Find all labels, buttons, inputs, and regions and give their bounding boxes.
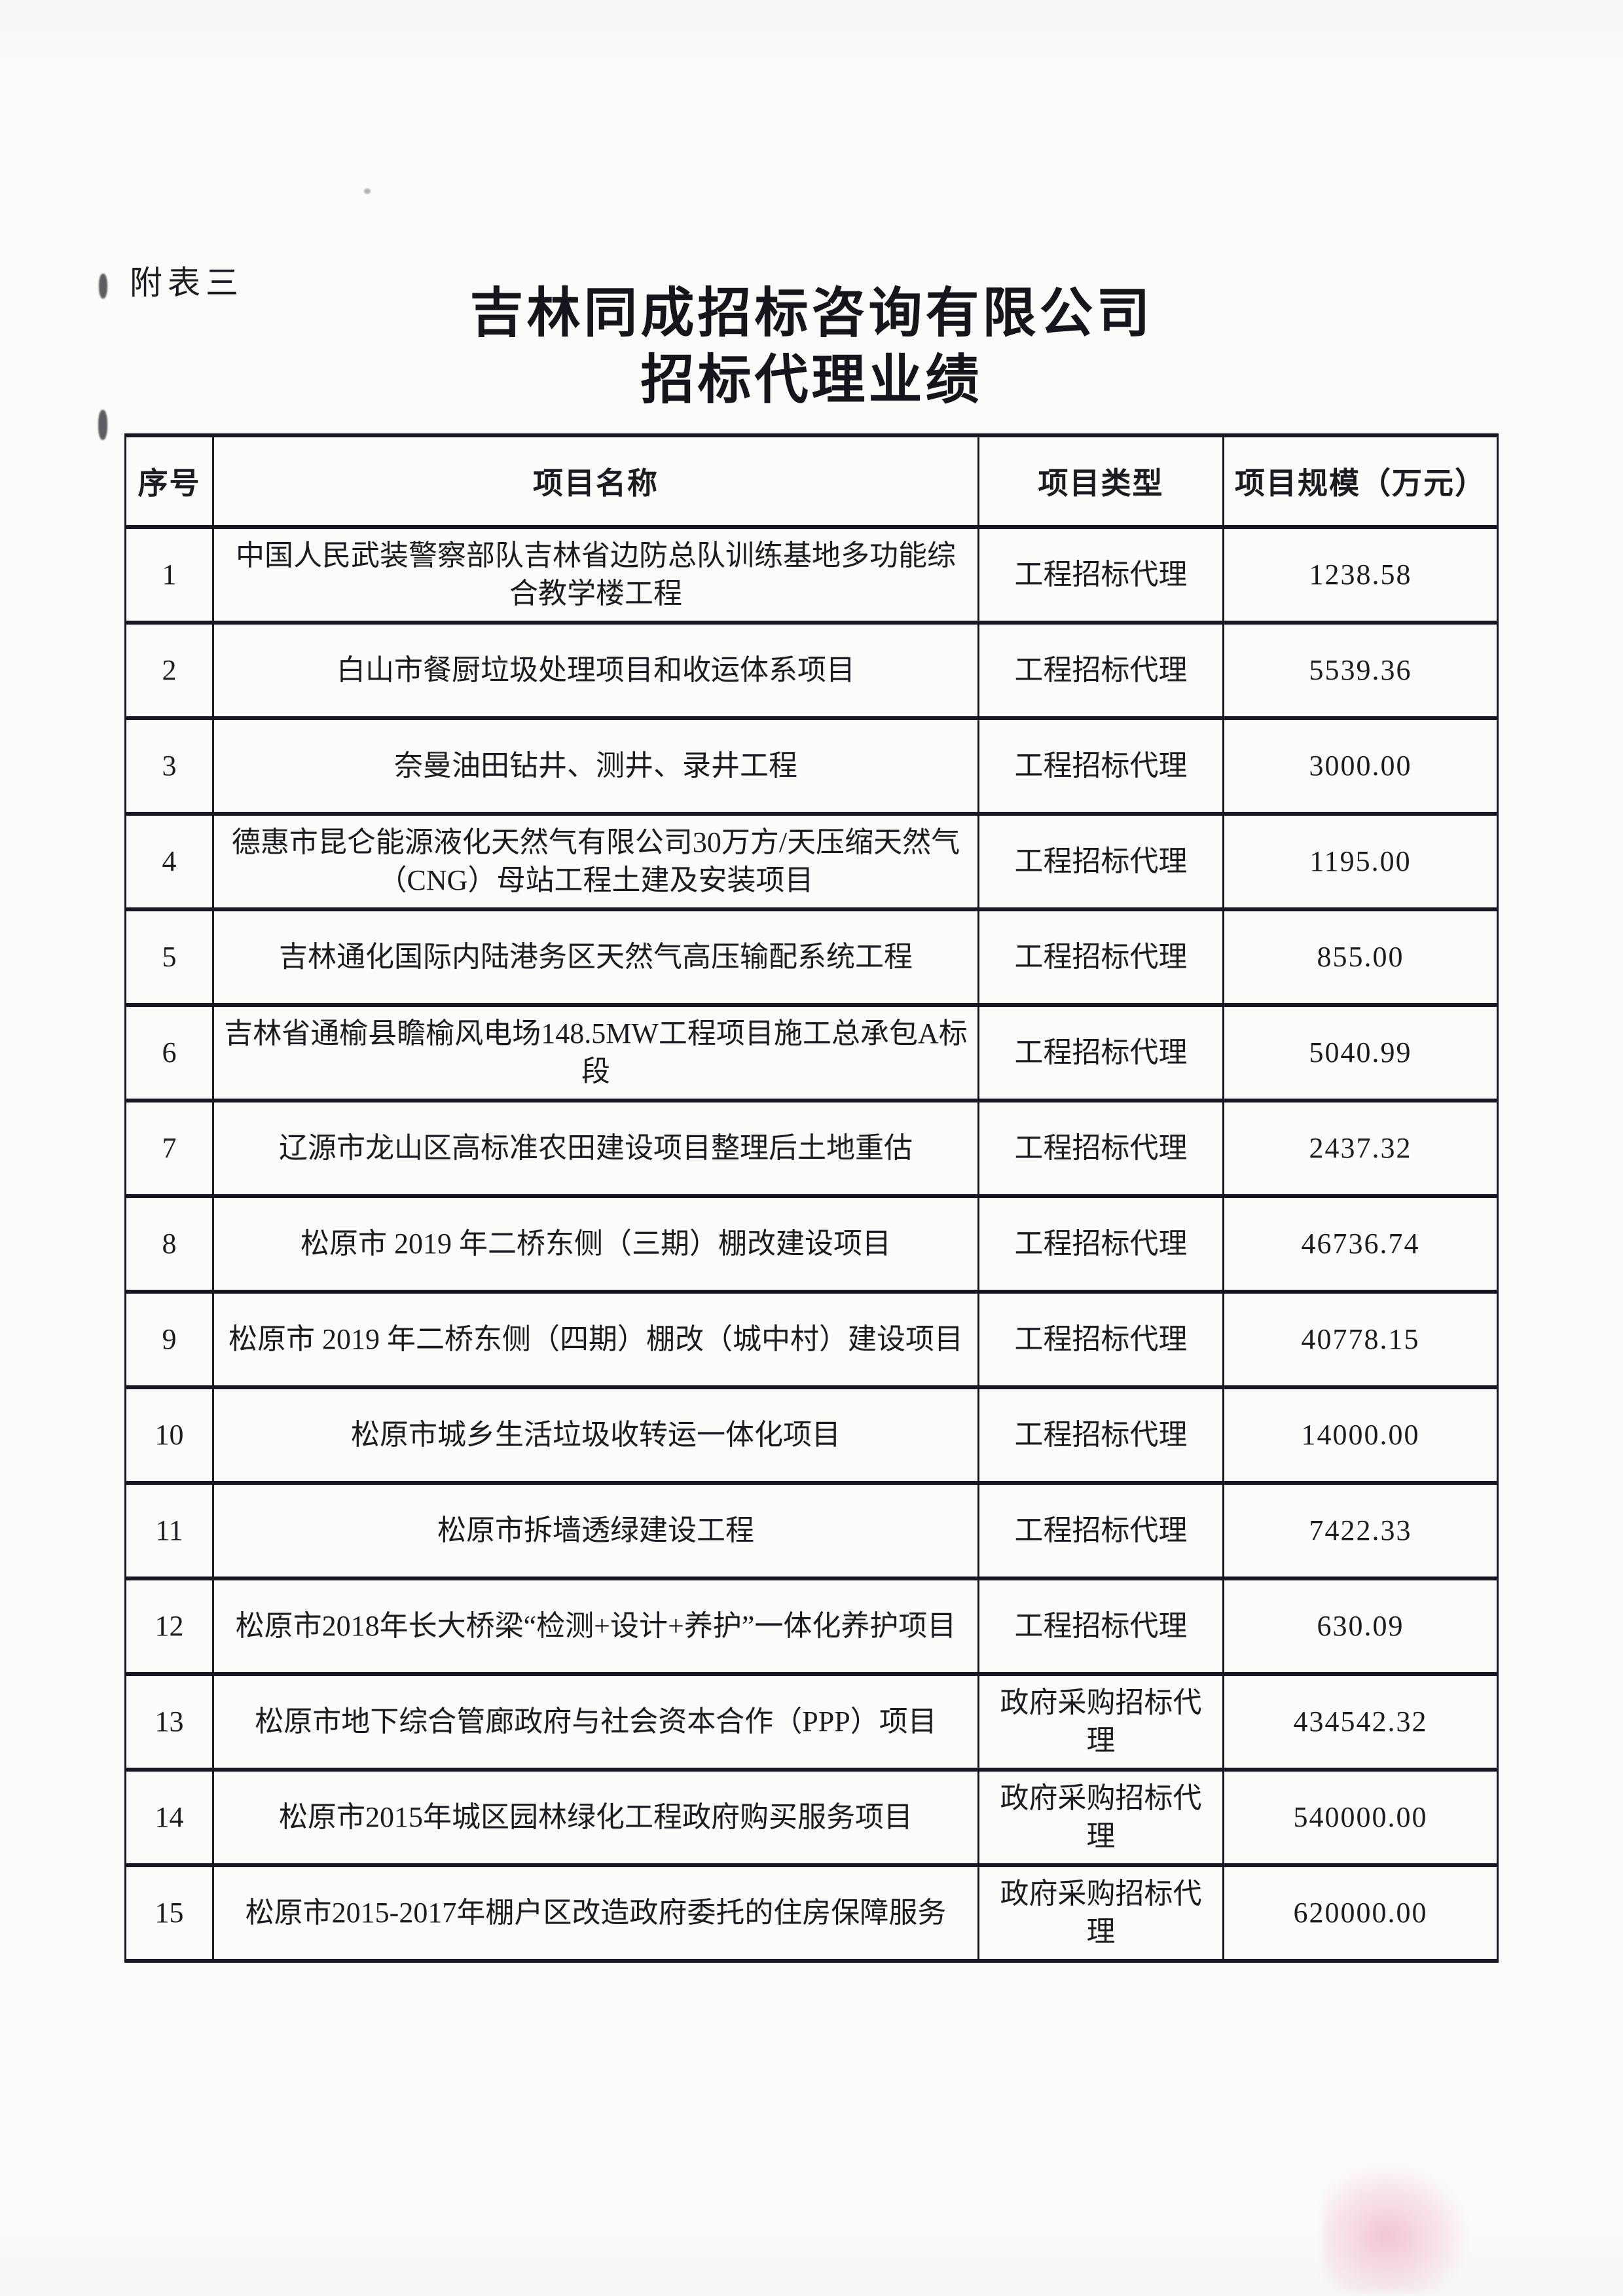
cell-project-type: 工程招标代理 <box>977 1385 1224 1485</box>
cell-no: 15 <box>124 1863 214 1963</box>
cell-no: 8 <box>124 1194 214 1294</box>
cell-project-name: 松原市地下综合管廊政府与社会资本合作（PPP）项目 <box>212 1672 979 1772</box>
cell-project-name: 白山市餐厨垃圾处理项目和收运体系项目 <box>212 621 979 720</box>
cell-project-scale: 1195.00 <box>1222 812 1499 911</box>
header-project-name: 项目名称 <box>212 433 979 529</box>
table-row: 5 吉林通化国际内陆港务区天然气高压输配系统工程 工程招标代理 855.00 <box>124 907 1499 1007</box>
cell-project-name: 德惠市昆仑能源液化天然气有限公司30万方/天压缩天然气（CNG）母站工程土建及安… <box>212 812 979 911</box>
cell-no: 10 <box>124 1385 214 1485</box>
table-header: 序号 项目名称 项目类型 项目规模（万元） <box>124 433 1499 529</box>
cell-no: 14 <box>124 1768 214 1867</box>
cell-project-scale: 540000.00 <box>1222 1768 1499 1867</box>
cell-project-type: 政府采购招标代理 <box>977 1863 1224 1963</box>
table-row: 13 松原市地下综合管廊政府与社会资本合作（PPP）项目 政府采购招标代理 43… <box>124 1672 1499 1772</box>
header-project-scale: 项目规模（万元） <box>1222 433 1499 529</box>
header-no: 序号 <box>124 433 214 529</box>
cell-project-scale: 434542.32 <box>1222 1672 1499 1772</box>
table-body: 1 中国人民武装警察部队吉林省边防总队训练基地多功能综合教学楼工程 工程招标代理… <box>124 525 1499 1963</box>
table-row: 10 松原市城乡生活垃圾收转运一体化项目 工程招标代理 14000.00 <box>124 1385 1499 1485</box>
table-row: 2 白山市餐厨垃圾处理项目和收运体系项目 工程招标代理 5539.36 <box>124 621 1499 720</box>
attachment-label: 附表三 <box>130 264 244 301</box>
ink-speck <box>98 410 107 440</box>
cell-no: 11 <box>124 1481 214 1580</box>
cell-project-scale: 5539.36 <box>1222 621 1499 720</box>
stamp-smudge <box>1322 2167 1467 2291</box>
cell-project-type: 政府采购招标代理 <box>977 1672 1224 1772</box>
cell-project-scale: 620000.00 <box>1222 1863 1499 1963</box>
cell-no: 6 <box>124 1003 214 1102</box>
cell-project-type: 工程招标代理 <box>977 907 1224 1007</box>
cell-project-name: 辽源市龙山区高标准农田建设项目整理后土地重估 <box>212 1099 979 1198</box>
cell-project-type: 工程招标代理 <box>977 525 1224 625</box>
title-line-2: 招标代理业绩 <box>640 350 983 410</box>
table-row: 12 松原市2018年长大桥梁“检测+设计+养护”一体化养护项目 工程招标代理 … <box>124 1576 1499 1676</box>
cell-no: 4 <box>124 812 214 911</box>
document-title: 吉林同成招标咨询有限公司 招标代理业绩 <box>0 280 1623 414</box>
cell-project-scale: 14000.00 <box>1222 1385 1499 1485</box>
cell-project-scale: 630.09 <box>1222 1576 1499 1676</box>
cell-project-type: 工程招标代理 <box>977 1576 1224 1676</box>
cell-no: 12 <box>124 1576 214 1676</box>
cell-no: 1 <box>124 525 214 625</box>
table-row: 4 德惠市昆仑能源液化天然气有限公司30万方/天压缩天然气（CNG）母站工程土建… <box>124 812 1499 911</box>
cell-project-scale: 7422.33 <box>1222 1481 1499 1580</box>
table-row: 6 吉林省通榆县瞻榆风电场148.5MW工程项目施工总承包A标段 工程招标代理 … <box>124 1003 1499 1102</box>
cell-no: 3 <box>124 716 214 816</box>
table-row: 15 松原市2015-2017年棚户区改造政府委托的住房保障服务 政府采购招标代… <box>124 1863 1499 1963</box>
table-row: 11 松原市拆墙透绿建设工程 工程招标代理 7422.33 <box>124 1481 1499 1580</box>
cell-project-type: 工程招标代理 <box>977 621 1224 720</box>
cell-project-scale: 855.00 <box>1222 907 1499 1007</box>
cell-project-name: 松原市2015年城区园林绿化工程政府购买服务项目 <box>212 1768 979 1867</box>
cell-no: 13 <box>124 1672 214 1772</box>
cell-project-name: 松原市拆墙透绿建设工程 <box>212 1481 979 1580</box>
cell-project-type: 工程招标代理 <box>977 1481 1224 1580</box>
cell-project-type: 工程招标代理 <box>977 812 1224 911</box>
cell-project-type: 工程招标代理 <box>977 1290 1224 1389</box>
cell-project-name: 奈曼油田钻井、测井、录井工程 <box>212 716 979 816</box>
ink-speck <box>99 274 107 299</box>
ink-speck <box>364 189 371 194</box>
header-project-type: 项目类型 <box>977 433 1224 529</box>
header-row: 序号 项目名称 项目类型 项目规模（万元） <box>124 433 1499 529</box>
cell-no: 5 <box>124 907 214 1007</box>
cell-project-name: 松原市 2019 年二桥东侧（三期）棚改建设项目 <box>212 1194 979 1294</box>
cell-project-name: 中国人民武装警察部队吉林省边防总队训练基地多功能综合教学楼工程 <box>212 525 979 625</box>
cell-project-name: 松原市城乡生活垃圾收转运一体化项目 <box>212 1385 979 1485</box>
cell-project-scale: 46736.74 <box>1222 1194 1499 1294</box>
cell-project-scale: 2437.32 <box>1222 1099 1499 1198</box>
table-row: 3 奈曼油田钻井、测井、录井工程 工程招标代理 3000.00 <box>124 716 1499 816</box>
cell-no: 7 <box>124 1099 214 1198</box>
table-row: 14 松原市2015年城区园林绿化工程政府购买服务项目 政府采购招标代理 540… <box>124 1768 1499 1867</box>
cell-project-type: 工程招标代理 <box>977 716 1224 816</box>
cell-project-scale: 40778.15 <box>1222 1290 1499 1389</box>
cell-project-name: 松原市2015-2017年棚户区改造政府委托的住房保障服务 <box>212 1863 979 1963</box>
table-row: 9 松原市 2019 年二桥东侧（四期）棚改（城中村）建设项目 工程招标代理 4… <box>124 1290 1499 1389</box>
performance-table: 序号 项目名称 项目类型 项目规模（万元） 1 中国人民武装警察部队吉林省边防总… <box>124 433 1499 1963</box>
cell-project-name: 吉林通化国际内陆港务区天然气高压输配系统工程 <box>212 907 979 1007</box>
title-line-1: 吉林同成招标咨询有限公司 <box>469 283 1154 343</box>
cell-no: 9 <box>124 1290 214 1389</box>
cell-project-scale: 5040.99 <box>1222 1003 1499 1102</box>
cell-no: 2 <box>124 621 214 720</box>
cell-project-type: 政府采购招标代理 <box>977 1768 1224 1867</box>
cell-project-type: 工程招标代理 <box>977 1003 1224 1102</box>
cell-project-type: 工程招标代理 <box>977 1099 1224 1198</box>
table-row: 1 中国人民武装警察部队吉林省边防总队训练基地多功能综合教学楼工程 工程招标代理… <box>124 525 1499 625</box>
cell-project-scale: 3000.00 <box>1222 716 1499 816</box>
cell-project-name: 吉林省通榆县瞻榆风电场148.5MW工程项目施工总承包A标段 <box>212 1003 979 1102</box>
cell-project-type: 工程招标代理 <box>977 1194 1224 1294</box>
cell-project-scale: 1238.58 <box>1222 525 1499 625</box>
cell-project-name: 松原市2018年长大桥梁“检测+设计+养护”一体化养护项目 <box>212 1576 979 1676</box>
cell-project-name: 松原市 2019 年二桥东侧（四期）棚改（城中村）建设项目 <box>212 1290 979 1389</box>
table-row: 8 松原市 2019 年二桥东侧（三期）棚改建设项目 工程招标代理 46736.… <box>124 1194 1499 1294</box>
table-row: 7 辽源市龙山区高标准农田建设项目整理后土地重估 工程招标代理 2437.32 <box>124 1099 1499 1198</box>
